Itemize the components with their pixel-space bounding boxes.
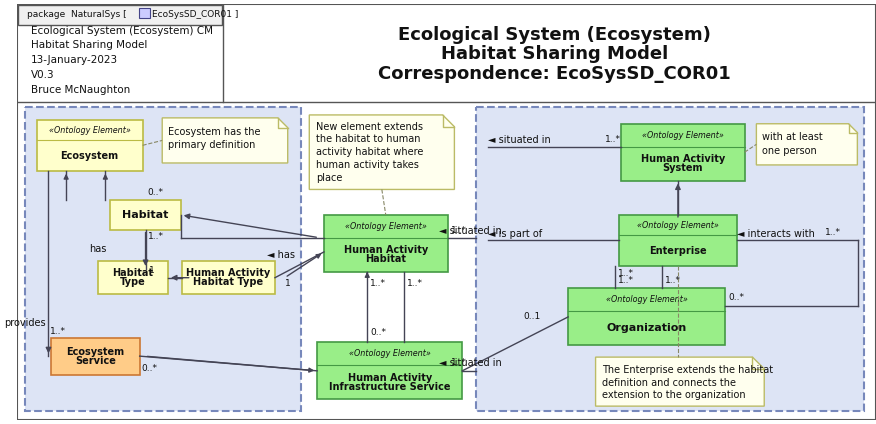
Text: Ecosystem: Ecosystem (60, 151, 119, 161)
Polygon shape (162, 118, 287, 163)
Text: activity habitat where: activity habitat where (316, 147, 423, 157)
Bar (476, 107, 865, 411)
Text: the habitat to human: the habitat to human (316, 134, 420, 145)
Text: Organization: Organization (606, 323, 687, 333)
Text: System: System (662, 163, 703, 173)
Text: 1..*: 1..* (450, 359, 467, 368)
Text: Habitat: Habitat (123, 210, 169, 220)
Bar (182, 261, 275, 294)
Bar (569, 288, 725, 345)
Bar (110, 200, 180, 230)
Text: The Enterprise extends the habitat: The Enterprise extends the habitat (603, 365, 774, 375)
Polygon shape (596, 357, 764, 406)
Text: Habitat: Habitat (112, 268, 153, 278)
Text: 1..*: 1..* (618, 269, 634, 278)
Text: V0.3: V0.3 (31, 70, 54, 80)
Text: New element extends: New element extends (316, 122, 423, 132)
Text: 1..*: 1..* (824, 228, 841, 237)
Text: Correspondence: EcoSysSD_COR01: Correspondence: EcoSysSD_COR01 (378, 65, 731, 83)
Text: definition and connects the: definition and connects the (603, 378, 737, 388)
Text: Service: Service (75, 356, 116, 365)
Text: Habitat Sharing Model: Habitat Sharing Model (441, 45, 668, 63)
Text: has: has (89, 244, 106, 254)
Text: extension to the organization: extension to the organization (603, 391, 746, 400)
Text: 0..1: 0..1 (524, 312, 540, 321)
Text: package  NaturalSys [: package NaturalSys [ (27, 11, 126, 20)
Text: Human Activity: Human Activity (187, 268, 271, 278)
Text: 1..*: 1..* (147, 232, 164, 241)
Text: ◄ interacts with: ◄ interacts with (737, 229, 815, 239)
Text: Human Activity: Human Activity (640, 154, 725, 164)
Text: Infrastructure Service: Infrastructure Service (328, 382, 450, 392)
Text: EcoSysSD_COR01 ]: EcoSysSD_COR01 ] (152, 11, 239, 20)
Text: with at least: with at least (762, 132, 823, 142)
Text: human activity takes: human activity takes (316, 160, 419, 170)
Text: Habitat Type: Habitat Type (194, 277, 264, 287)
Text: «Ontology Element»: «Ontology Element» (605, 296, 688, 304)
Text: 1: 1 (149, 266, 154, 275)
Text: Ecosystem: Ecosystem (67, 347, 124, 357)
Text: «Ontology Element»: «Ontology Element» (349, 349, 431, 358)
Text: Enterprise: Enterprise (649, 245, 707, 256)
Text: primary definition: primary definition (168, 140, 256, 151)
Text: ◄ is part of: ◄ is part of (488, 229, 542, 239)
Text: ◄ situated in: ◄ situated in (439, 358, 501, 368)
Polygon shape (309, 115, 455, 190)
Text: Human Activity: Human Activity (343, 245, 427, 255)
Text: 0..*: 0..* (371, 328, 386, 337)
Text: «Ontology Element»: «Ontology Element» (642, 131, 724, 139)
Bar (52, 338, 139, 375)
Text: Human Activity: Human Activity (348, 373, 432, 383)
Text: Ecological System (Ecosystem) CM: Ecological System (Ecosystem) CM (31, 26, 213, 36)
Text: 1: 1 (285, 279, 291, 288)
Text: Ecosystem has the: Ecosystem has the (168, 127, 260, 137)
Text: Habitat Sharing Model: Habitat Sharing Model (31, 40, 147, 50)
Bar (18, 5, 222, 25)
Text: Habitat: Habitat (365, 254, 406, 264)
Text: «Ontology Element»: «Ontology Element» (49, 126, 131, 134)
Bar (324, 215, 448, 272)
Polygon shape (756, 124, 858, 165)
Text: Type: Type (120, 277, 145, 287)
Text: Bruce McNaughton: Bruce McNaughton (31, 84, 130, 95)
Bar (317, 343, 463, 399)
Text: ◄ situated in: ◄ situated in (488, 135, 550, 145)
Text: place: place (316, 173, 343, 183)
Text: 0..*: 0..* (147, 188, 164, 197)
Text: 1..*: 1..* (665, 276, 682, 285)
Text: one person: one person (762, 146, 817, 156)
Text: ◄ has: ◄ has (266, 250, 294, 260)
Text: 0..*: 0..* (728, 293, 744, 302)
Bar (619, 215, 737, 266)
Text: 1..*: 1..* (450, 226, 467, 235)
Bar (25, 107, 301, 411)
Text: 1..*: 1..* (51, 327, 67, 336)
Text: 0..*: 0..* (142, 364, 158, 374)
Bar (37, 120, 143, 171)
Bar (621, 124, 745, 181)
Text: 1..*: 1..* (618, 276, 634, 285)
Text: Ecological System (Ecosystem): Ecological System (Ecosystem) (398, 26, 710, 44)
Text: 1..*: 1..* (605, 135, 621, 144)
Bar (97, 261, 168, 294)
Bar (138, 8, 151, 18)
Text: ◄ situated in: ◄ situated in (439, 226, 501, 236)
Text: 1..*: 1..* (371, 279, 386, 288)
Text: 13-January-2023: 13-January-2023 (31, 55, 118, 65)
Text: 1..*: 1..* (407, 279, 423, 288)
Text: «Ontology Element»: «Ontology Element» (637, 220, 719, 230)
Text: «Ontology Element»: «Ontology Element» (345, 222, 427, 231)
Text: provides: provides (4, 318, 46, 328)
